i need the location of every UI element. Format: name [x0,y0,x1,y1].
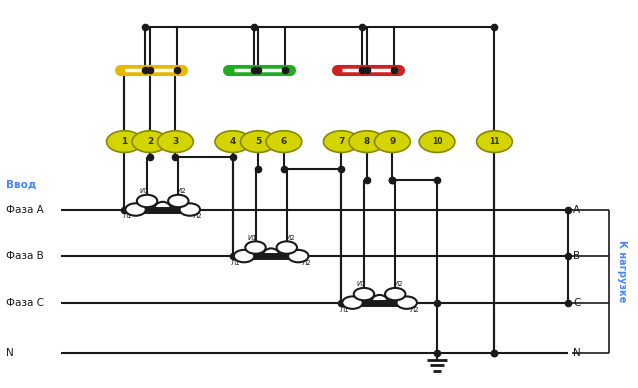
Text: N: N [6,348,14,358]
Text: Л2: Л2 [301,260,311,266]
Text: 6: 6 [281,137,287,146]
Text: A: A [573,204,580,215]
Text: B: B [573,251,580,261]
Text: 11: 11 [489,137,500,146]
Text: И1: И1 [248,235,257,241]
Text: 3: 3 [172,137,179,146]
Text: 7: 7 [338,137,345,146]
Circle shape [353,288,374,300]
Circle shape [215,131,251,152]
Circle shape [276,241,297,254]
Circle shape [385,288,406,300]
Text: Ввод: Ввод [6,179,37,189]
Text: И1: И1 [139,188,149,194]
Text: Л1: Л1 [339,307,350,312]
Text: И2: И2 [285,235,295,241]
Circle shape [245,241,266,254]
Text: Л1: Л1 [231,260,241,266]
Circle shape [266,131,302,152]
Text: И1: И1 [356,281,366,287]
Circle shape [158,131,193,152]
Circle shape [288,250,309,262]
Text: Л2: Л2 [410,307,420,312]
Text: 2: 2 [147,137,153,146]
Circle shape [241,131,276,152]
Text: 4: 4 [230,137,236,146]
Text: 8: 8 [364,137,370,146]
Text: Фаза C: Фаза C [6,298,45,308]
Circle shape [132,131,168,152]
Text: 9: 9 [389,137,396,146]
Text: 10: 10 [432,137,442,146]
Text: Фаза B: Фаза B [6,251,44,261]
Circle shape [234,250,254,262]
Text: 5: 5 [255,137,262,146]
Circle shape [168,195,188,207]
Circle shape [375,131,410,152]
Circle shape [349,131,385,152]
Text: Л2: Л2 [193,213,203,219]
Text: Фаза A: Фаза A [6,204,44,215]
Text: 1: 1 [121,137,128,146]
Circle shape [396,296,417,309]
Text: N: N [573,348,581,358]
Circle shape [419,131,455,152]
Text: Л1: Л1 [122,213,133,219]
Circle shape [107,131,142,152]
Circle shape [323,131,359,152]
Circle shape [477,131,512,152]
Circle shape [137,195,157,207]
Text: C: C [573,298,581,308]
Text: И2: И2 [177,188,186,194]
Text: И2: И2 [394,281,403,287]
Circle shape [342,296,362,309]
Circle shape [180,203,200,216]
Circle shape [125,203,145,216]
Text: К нагрузке: К нагрузке [617,241,627,303]
